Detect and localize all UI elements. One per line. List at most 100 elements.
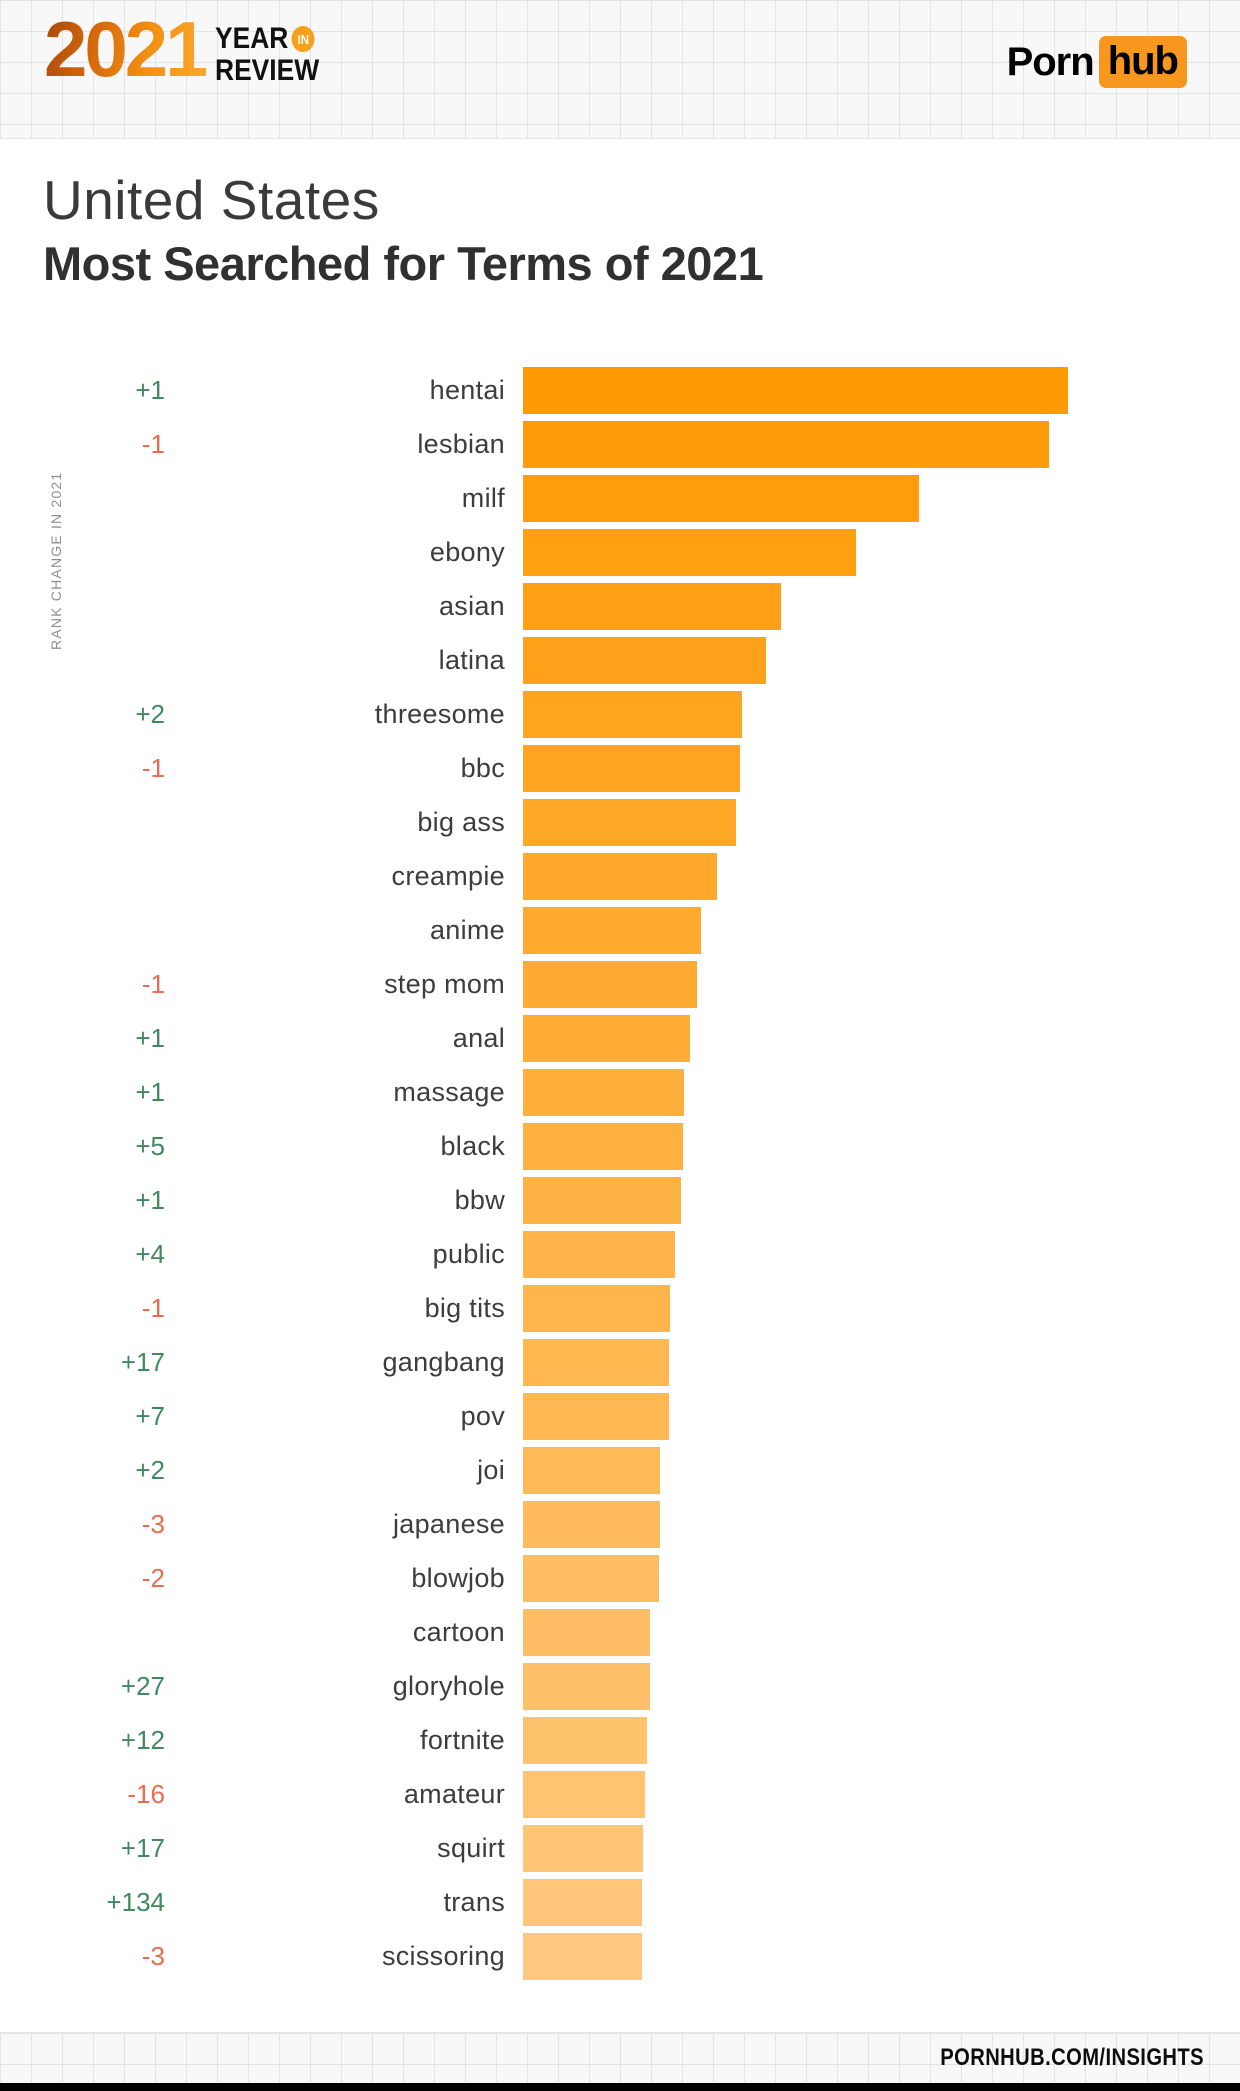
bar xyxy=(523,1608,650,1656)
rank-change-value: -16 xyxy=(127,1778,165,1809)
bar-track xyxy=(523,798,1240,846)
bar xyxy=(523,1068,684,1116)
bar-track xyxy=(523,474,1240,522)
chart-row: -2 blowjob xyxy=(0,1551,1240,1605)
region-title: United States xyxy=(43,169,380,231)
chart-row: creampie xyxy=(0,849,1240,903)
bar xyxy=(523,1878,642,1926)
bar-track xyxy=(523,1230,1240,1278)
chart-row: +1 bbw xyxy=(0,1173,1240,1227)
chart-row: -3 scissoring xyxy=(0,1929,1240,1983)
term-label: big tits xyxy=(424,1292,505,1323)
chart-row: +5 black xyxy=(0,1119,1240,1173)
rank-change-value: -1 xyxy=(141,428,165,459)
bottom-black-bar xyxy=(0,2083,1240,2091)
rank-change-value: +1 xyxy=(135,1022,165,1053)
bar-track xyxy=(523,1716,1240,1764)
chart-row: +1 massage xyxy=(0,1065,1240,1119)
term-label: blowjob xyxy=(411,1562,505,1593)
bar xyxy=(523,1554,659,1602)
bar xyxy=(523,1716,647,1764)
term-label: gloryhole xyxy=(392,1670,505,1701)
bar-chart: +1 hentai -1 lesbian milf ebony asian latina +2 t… xyxy=(0,363,1240,1983)
bar xyxy=(523,1122,683,1170)
bar xyxy=(523,960,697,1008)
rank-change-value: +17 xyxy=(120,1832,165,1863)
chart-row: +2 joi xyxy=(0,1443,1240,1497)
chart-row: big ass xyxy=(0,795,1240,849)
page-title: Most Searched for Terms of 2021 xyxy=(43,236,764,290)
chart-row: -1 big tits xyxy=(0,1281,1240,1335)
bar xyxy=(523,420,1049,468)
bar-track xyxy=(523,744,1240,792)
rank-change-value: -3 xyxy=(141,1508,165,1539)
bar-track xyxy=(523,852,1240,900)
footer-band xyxy=(0,2032,1240,2084)
chart-row: cartoon xyxy=(0,1605,1240,1659)
term-label: asian xyxy=(438,590,505,621)
rank-change-value: +1 xyxy=(135,1184,165,1215)
bar-track xyxy=(523,1014,1240,1062)
year-in-review-logo: YEAR IN REVIEW xyxy=(215,23,319,87)
chart-row: +2 threesome xyxy=(0,687,1240,741)
term-label: trans xyxy=(443,1886,505,1917)
bar xyxy=(523,1230,675,1278)
bar xyxy=(523,528,856,576)
rank-change-value: +2 xyxy=(135,1454,165,1485)
bar xyxy=(523,906,701,954)
rank-change-value: +7 xyxy=(135,1400,165,1431)
bar-track xyxy=(523,1824,1240,1872)
rank-change-value: +2 xyxy=(135,698,165,729)
chart-row: +17 gangbang xyxy=(0,1335,1240,1389)
bar-track xyxy=(523,906,1240,954)
in-circle-badge: IN xyxy=(291,26,315,52)
term-label: fortnite xyxy=(420,1724,505,1755)
bar xyxy=(523,1284,670,1332)
bar xyxy=(523,474,919,522)
bar-track xyxy=(523,1392,1240,1440)
rank-change-value: -1 xyxy=(141,968,165,999)
bar-track xyxy=(523,1500,1240,1548)
term-label: pov xyxy=(460,1400,505,1431)
logo-2021: 2021 xyxy=(44,5,209,93)
review-label: REVIEW xyxy=(215,54,320,87)
in-label: IN xyxy=(297,31,310,47)
bar-track xyxy=(523,1608,1240,1656)
term-label: threesome xyxy=(374,698,505,729)
bar xyxy=(523,798,736,846)
pornhub-logo-porn: Porn xyxy=(1006,39,1095,84)
chart-row: +4 public xyxy=(0,1227,1240,1281)
chart-row: +12 fortnite xyxy=(0,1713,1240,1767)
term-label: joi xyxy=(477,1454,505,1485)
bar-track xyxy=(523,582,1240,630)
bar-track xyxy=(523,1068,1240,1116)
rank-change-value: +27 xyxy=(120,1670,165,1701)
pornhub-logo: Porn hub xyxy=(1007,36,1187,88)
chart-row: +27 gloryhole xyxy=(0,1659,1240,1713)
term-label: japanese xyxy=(393,1508,505,1539)
bar xyxy=(523,690,742,738)
term-label: scissoring xyxy=(381,1940,505,1971)
term-label: anime xyxy=(429,914,505,945)
bar xyxy=(523,852,717,900)
rank-change-value: -1 xyxy=(141,752,165,783)
term-label: milf xyxy=(461,482,505,513)
term-label: black xyxy=(440,1130,505,1161)
pornhub-logo-hub: hub xyxy=(1107,39,1179,83)
term-label: massage xyxy=(393,1076,505,1107)
bar-track xyxy=(523,690,1240,738)
bar-track xyxy=(523,1932,1240,1980)
chart-row: -1 bbc xyxy=(0,741,1240,795)
term-label: gangbang xyxy=(382,1346,505,1377)
rank-change-value: -1 xyxy=(141,1292,165,1323)
chart-row: ebony xyxy=(0,525,1240,579)
bar-track xyxy=(523,1122,1240,1170)
bar-track xyxy=(523,1770,1240,1818)
term-label: latina xyxy=(438,644,505,675)
chart-row: -16 amateur xyxy=(0,1767,1240,1821)
chart-row: +1 hentai xyxy=(0,363,1240,417)
bar-track xyxy=(523,1446,1240,1494)
term-label: bbw xyxy=(454,1184,505,1215)
bar-track xyxy=(523,1554,1240,1602)
bar-track xyxy=(523,1338,1240,1386)
